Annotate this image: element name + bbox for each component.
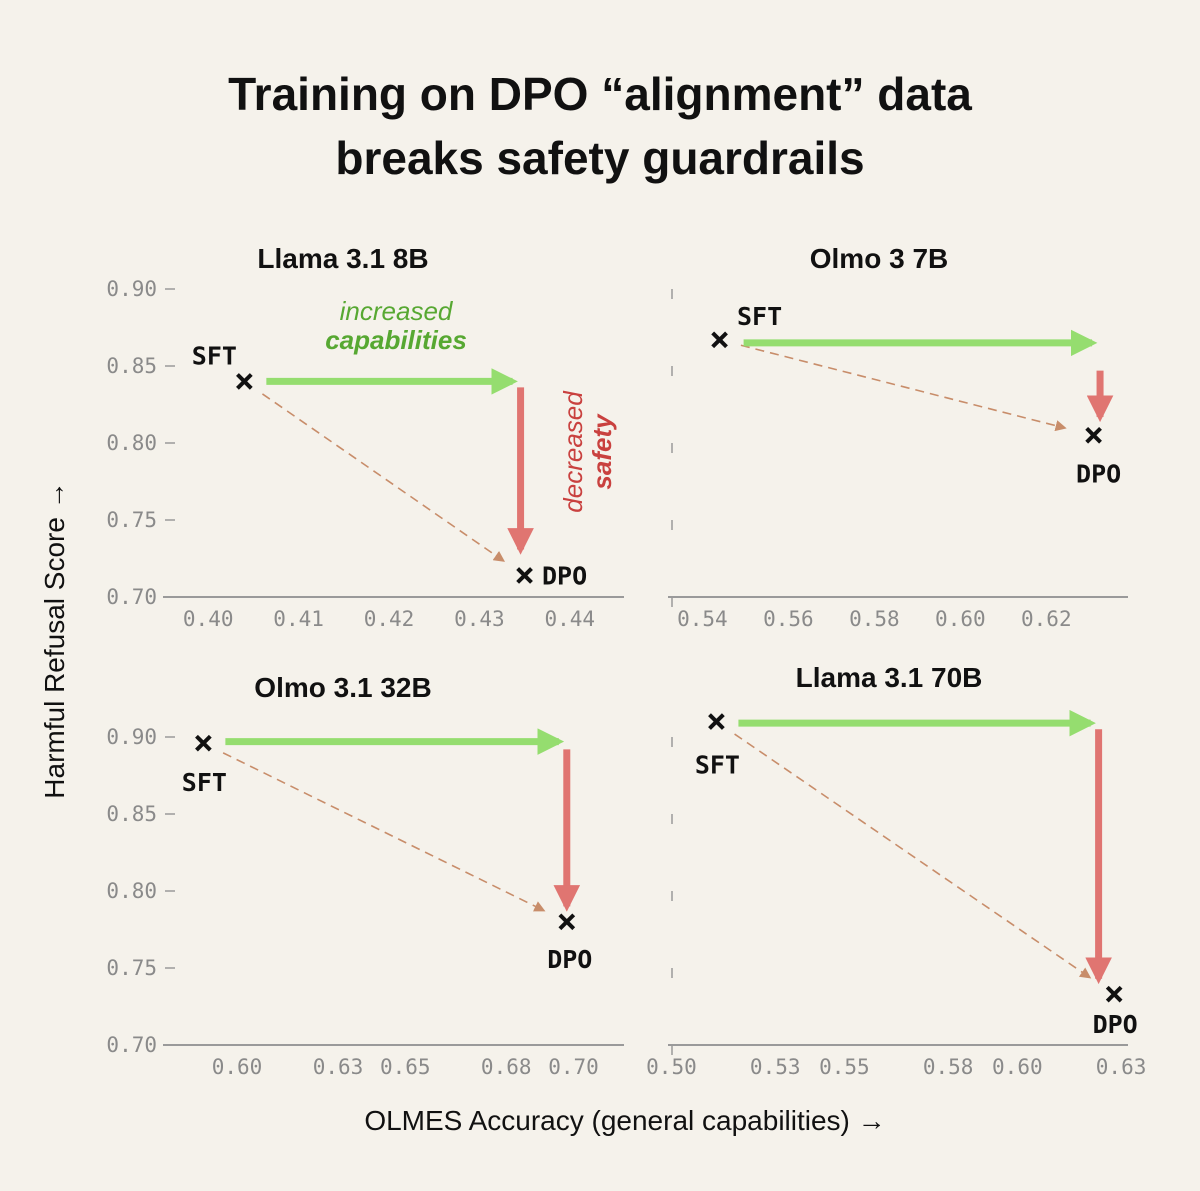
- x-tick-label: 0.63: [313, 1055, 364, 1079]
- sft-label: SFT: [182, 768, 227, 797]
- y-axis-title: Harmful Refusal Score →: [39, 481, 70, 798]
- x-tick-label: 0.65: [380, 1055, 431, 1079]
- y-tick-label: 0.90: [106, 725, 157, 749]
- sft-label: SFT: [695, 751, 740, 780]
- y-tick-label: 0.85: [106, 354, 157, 378]
- x-tick-label: 0.58: [923, 1055, 974, 1079]
- chart-title-line-1: Training on DPO “alignment” data: [228, 68, 972, 120]
- sft-label: SFT: [737, 302, 782, 331]
- dpo-label: DPO: [1093, 1010, 1138, 1039]
- dpo-point: [558, 913, 576, 931]
- x-tick-label: 0.40: [183, 607, 234, 631]
- sft-point: [711, 331, 728, 349]
- y-tick-label: 0.70: [106, 585, 157, 609]
- point-cross-stroke: [1085, 426, 1102, 444]
- x-tick-label: 0.60: [212, 1055, 263, 1079]
- panel-2: Olmo 3 7B 0.54 0.56 0.58 0.60 0.62 SFT DPO: [668, 243, 1128, 631]
- y-tick-label: 0.75: [106, 956, 157, 980]
- dpo-label: DPO: [1076, 459, 1121, 488]
- x-tick-label: 0.53: [750, 1055, 801, 1079]
- x-tick-label: 0.55: [819, 1055, 870, 1079]
- direct-change-arrow: [734, 733, 1092, 979]
- x-tick-label: 0.58: [849, 607, 900, 631]
- panel-title: Olmo 3 7B: [810, 243, 948, 274]
- x-tick-label: 0.68: [481, 1055, 532, 1079]
- direct-change-arrow: [740, 344, 1067, 432]
- increased-capabilities-note-line-1: increased: [340, 296, 454, 326]
- y-tick-label: 0.80: [106, 879, 157, 903]
- dpo-point: [1105, 985, 1123, 1003]
- point-cross-stroke: [711, 331, 728, 349]
- panel-title: Llama 3.1 8B: [257, 243, 428, 274]
- sft-point: [195, 734, 212, 752]
- y-tick-label: 0.70: [106, 1033, 157, 1057]
- direct-change-arrow: [222, 752, 546, 912]
- point-cross-stroke: [516, 567, 533, 584]
- decreased-safety-note-line-1: decreased: [558, 390, 588, 513]
- x-tick-label: 0.60: [935, 607, 986, 631]
- panel-4: Llama 3.1 70B 0.50 0.53 0.55 0.58 0.60 0.63 SFT…: [646, 662, 1146, 1079]
- point-cross-stroke: [1105, 985, 1123, 1003]
- sft-label: SFT: [192, 341, 237, 370]
- dpo-point: [1085, 426, 1102, 444]
- x-tick-label: 0.56: [763, 607, 814, 631]
- panel-3: Olmo 3.1 32B 0.60 0.63 0.65 0.68 0.70 0.90 0.85…: [106, 672, 624, 1079]
- x-tick-label: 0.41: [273, 607, 324, 631]
- x-tick-label: 0.54: [677, 607, 728, 631]
- point-cross-stroke: [236, 373, 253, 390]
- y-tick-label: 0.85: [106, 802, 157, 826]
- x-tick-label: 0.42: [364, 607, 415, 631]
- panel-title: Olmo 3.1 32B: [254, 672, 431, 703]
- panels: Llama 3.1 8B 0.40 0.41 0.42 0.43 0.44 0.90 0.85…: [106, 243, 1146, 1079]
- x-axis-title: OLMES Accuracy (general capabilities) →: [364, 1105, 885, 1136]
- x-tick-label: 0.70: [548, 1055, 599, 1079]
- dpo-point: [516, 567, 533, 584]
- panel-title: Llama 3.1 70B: [796, 662, 983, 693]
- y-tick-label: 0.75: [106, 508, 157, 532]
- sft-point: [708, 713, 725, 730]
- sft-point: [236, 373, 253, 390]
- x-tick-label: 0.63: [1096, 1055, 1147, 1079]
- x-tick-label: 0.43: [454, 607, 505, 631]
- x-tick-label: 0.60: [992, 1055, 1043, 1079]
- chart-title-line-2: breaks safety guardrails: [335, 132, 864, 184]
- point-cross-stroke: [558, 913, 576, 931]
- point-cross-stroke: [195, 734, 212, 752]
- direct-change-arrow: [261, 393, 506, 562]
- x-tick-label: 0.62: [1021, 607, 1072, 631]
- y-tick-label: 0.80: [106, 431, 157, 455]
- dpo-label: DPO: [547, 945, 592, 974]
- point-cross-stroke: [708, 713, 725, 730]
- decreased-safety-note-line-2: safety: [587, 413, 617, 490]
- x-tick-label: 0.44: [544, 607, 595, 631]
- dpo-label: DPO: [542, 561, 587, 590]
- increased-capabilities-note-line-2: capabilities: [325, 325, 467, 355]
- panel-1: Llama 3.1 8B 0.40 0.41 0.42 0.43 0.44 0.90 0.85…: [106, 243, 624, 631]
- y-tick-label: 0.90: [106, 277, 157, 301]
- x-tick-label: 0.50: [646, 1055, 697, 1079]
